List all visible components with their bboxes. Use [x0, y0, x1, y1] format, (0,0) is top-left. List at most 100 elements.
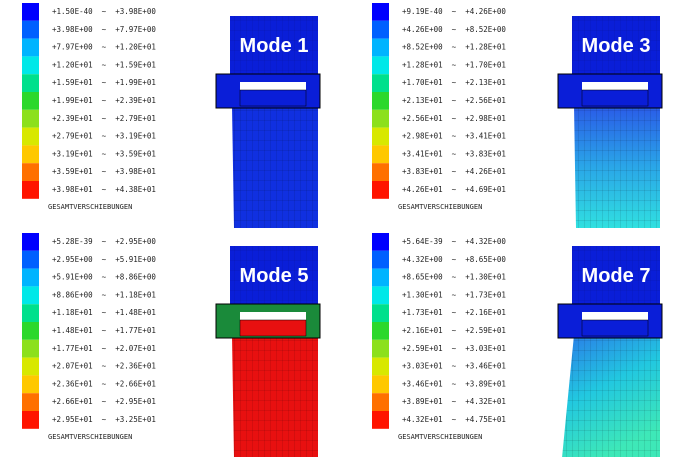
legend-label: +1.28E+01 ~ +1.70E+01: [402, 60, 506, 69]
legend-label: +2.95E+01 ~ +3.25E+01: [52, 415, 156, 424]
legend-label: +2.59E+01 ~ +3.03E+01: [402, 344, 506, 353]
legend-swatch: [372, 340, 389, 358]
legend-swatch: [22, 286, 39, 304]
mode-title: Mode 3: [582, 35, 651, 57]
model-shaft-mesh: [232, 335, 318, 457]
legend-swatch: [22, 233, 39, 251]
legend-label: +3.19E+01 ~ +3.59E+01: [52, 149, 156, 158]
legend-label: +2.66E+01 ~ +2.95E+01: [52, 397, 156, 406]
legend-swatch: [22, 110, 39, 128]
legend-swatch: [372, 375, 389, 393]
legend-swatch: [22, 411, 39, 429]
legend-label: +1.70E+01 ~ +2.13E+01: [402, 78, 506, 87]
legend-swatch: [372, 181, 389, 199]
legend-swatch: [22, 393, 39, 411]
legend-swatch: [372, 286, 389, 304]
legend-label: +2.39E+01 ~ +2.79E+01: [52, 114, 156, 123]
legend-label: +3.83E+01 ~ +4.26E+01: [402, 167, 506, 176]
model-collar-gap: [582, 312, 648, 320]
legend-swatch: [22, 128, 39, 146]
legend-swatch: [22, 92, 39, 110]
legend-label: +4.26E+00 ~ +8.52E+00: [402, 25, 506, 34]
legend-swatch: [372, 128, 389, 146]
legend-label: +2.79E+01 ~ +3.19E+01: [52, 132, 156, 141]
legend-label: +1.50E-40 ~ +3.98E+00: [52, 7, 156, 16]
legend-label: +5.64E-39 ~ +4.32E+00: [402, 237, 506, 246]
legend-label: +2.07E+01 ~ +2.36E+01: [52, 362, 156, 371]
legend-swatch: [372, 3, 389, 21]
legend-swatch: [372, 322, 389, 340]
legend-label: +3.59E+01 ~ +3.98E+01: [52, 167, 156, 176]
legend-swatch: [372, 39, 389, 57]
legend-swatch: [372, 145, 389, 163]
legend-footer: GESAMTVERSCHIEBUNGEN: [48, 203, 132, 211]
panel: +5.64E-39 ~ +4.32E+00 +4.32E+00 ~ +8.65E+…: [372, 233, 662, 457]
legend-label: +1.99E+01 ~ +2.39E+01: [52, 96, 156, 105]
legend-swatch: [22, 39, 39, 57]
legend-swatch: [372, 56, 389, 74]
legend-label: +3.41E+01 ~ +3.83E+01: [402, 149, 506, 158]
legend-label: +9.19E-40 ~ +4.26E+00: [402, 7, 506, 16]
legend-swatch: [372, 233, 389, 251]
legend-label: +2.98E+01 ~ +3.41E+01: [402, 132, 506, 141]
legend-label: +3.89E+01 ~ +4.32E+01: [402, 397, 506, 406]
legend-label: +4.26E+01 ~ +4.69E+01: [402, 185, 506, 194]
panel: +1.50E-40 ~ +3.98E+00 +3.98E+00 ~ +7.97E+…: [22, 3, 320, 228]
legend-swatch: [22, 358, 39, 376]
legend-swatch: [22, 56, 39, 74]
legend-label: +2.95E+00 ~ +5.91E+00: [52, 255, 156, 264]
legend-swatch: [372, 358, 389, 376]
legend-label: +8.65E+00 ~ +1.30E+01: [402, 273, 506, 282]
model-shaft-mesh: [574, 105, 660, 228]
legend-swatch: [372, 251, 389, 269]
legend-label: +3.98E+00 ~ +7.97E+00: [52, 25, 156, 34]
legend-label: +1.20E+01 ~ +1.59E+01: [52, 60, 156, 69]
legend-footer: GESAMTVERSCHIEBUNGEN: [48, 433, 132, 441]
model-collar-inner: [240, 320, 306, 336]
legend-swatch: [22, 322, 39, 340]
legend-swatch: [372, 411, 389, 429]
legend-label: +1.59E+01 ~ +1.99E+01: [52, 78, 156, 87]
legend-label: +1.77E+01 ~ +2.07E+01: [52, 344, 156, 353]
model-collar-inner: [240, 90, 306, 106]
legend-label: +3.98E+01 ~ +4.38E+01: [52, 185, 156, 194]
model-collar-gap: [240, 312, 306, 320]
legend-swatch: [22, 269, 39, 287]
panel: +9.19E-40 ~ +4.26E+00 +4.26E+00 ~ +8.52E+…: [372, 3, 662, 228]
legend-swatch: [22, 375, 39, 393]
legend-label: +1.30E+01 ~ +1.73E+01: [402, 290, 506, 299]
legend-swatch: [372, 74, 389, 92]
figure: +1.50E-40 ~ +3.98E+00 +3.98E+00 ~ +7.97E+…: [0, 0, 678, 457]
legend-label: +3.46E+01 ~ +3.89E+01: [402, 379, 506, 388]
legend-swatch: [372, 304, 389, 322]
model-shaft-mesh: [562, 335, 660, 457]
legend-swatch: [22, 163, 39, 181]
legend-swatch: [372, 163, 389, 181]
model-collar-inner: [582, 320, 648, 336]
legend-swatch: [22, 340, 39, 358]
legend-label: +2.56E+01 ~ +2.98E+01: [402, 114, 506, 123]
legend-label: +3.03E+01 ~ +3.46E+01: [402, 362, 506, 371]
legend-label: +2.13E+01 ~ +2.56E+01: [402, 96, 506, 105]
legend-swatch: [372, 21, 389, 39]
legend-swatch: [22, 251, 39, 269]
legend-label: +2.36E+01 ~ +2.66E+01: [52, 379, 156, 388]
legend-label: +1.18E+01 ~ +1.48E+01: [52, 308, 156, 317]
legend-label: +4.32E+01 ~ +4.75E+01: [402, 415, 506, 424]
mode-title: Mode 5: [240, 265, 309, 287]
legend-footer: GESAMTVERSCHIEBUNGEN: [398, 203, 482, 211]
legend-label: +8.52E+00 ~ +1.28E+01: [402, 43, 506, 52]
legend-swatch: [372, 269, 389, 287]
legend-swatch: [372, 110, 389, 128]
legend-label: +1.48E+01 ~ +1.77E+01: [52, 326, 156, 335]
model-shaft-mesh: [232, 105, 318, 228]
mode-title: Mode 7: [582, 265, 651, 287]
legend-label: +2.16E+01 ~ +2.59E+01: [402, 326, 506, 335]
legend-swatch: [372, 393, 389, 411]
legend-label: +5.28E-39 ~ +2.95E+00: [52, 237, 156, 246]
legend-swatch: [22, 74, 39, 92]
legend-swatch: [22, 3, 39, 21]
legend-label: +4.32E+00 ~ +8.65E+00: [402, 255, 506, 264]
legend-label: +5.91E+00 ~ +8.86E+00: [52, 273, 156, 282]
mode-title: Mode 1: [240, 35, 309, 57]
